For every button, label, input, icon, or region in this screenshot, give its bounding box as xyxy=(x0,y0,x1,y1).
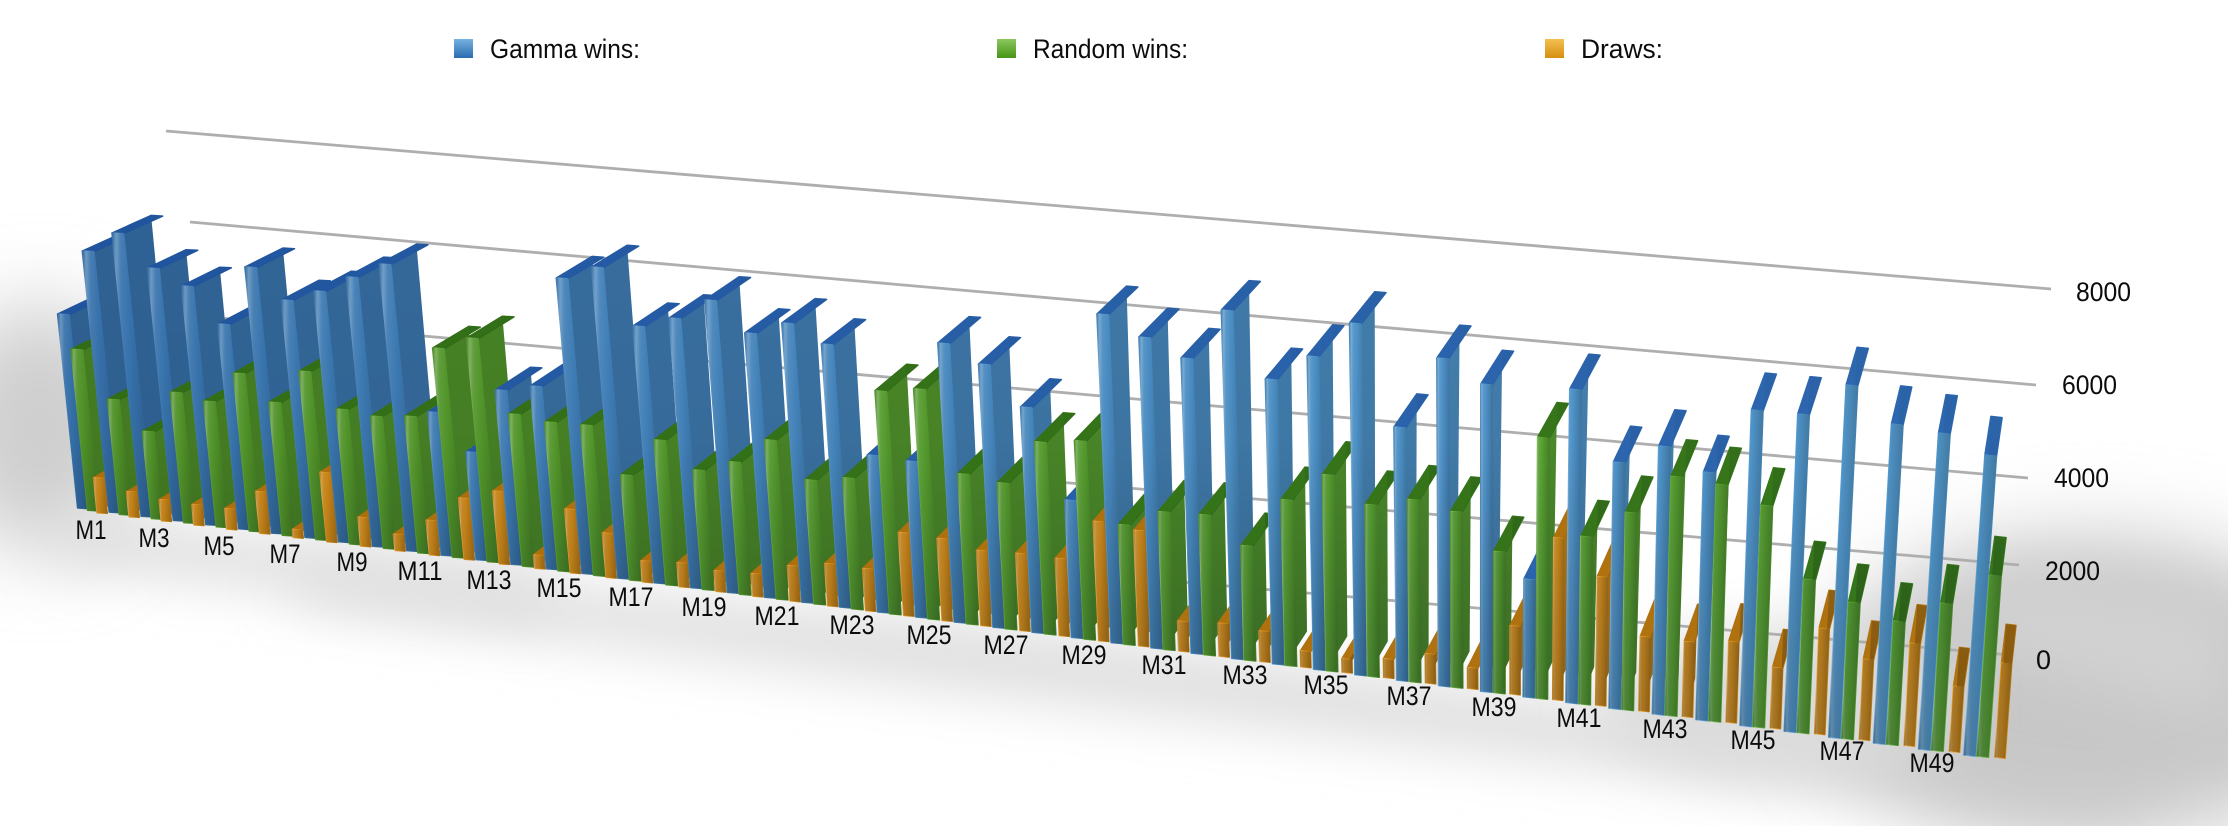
svg-text:M13: M13 xyxy=(467,565,512,595)
svg-text:0: 0 xyxy=(2036,645,2051,675)
svg-text:M31: M31 xyxy=(1142,650,1187,680)
svg-text:M49: M49 xyxy=(1910,748,1955,778)
svg-text:M27: M27 xyxy=(984,630,1029,660)
svg-text:M15: M15 xyxy=(537,573,582,603)
svg-text:M41: M41 xyxy=(1557,703,1602,733)
svg-text:M25: M25 xyxy=(907,620,952,650)
svg-text:M9: M9 xyxy=(337,547,368,577)
svg-text:M17: M17 xyxy=(609,582,654,612)
svg-text:M23: M23 xyxy=(830,610,875,640)
svg-text:M19: M19 xyxy=(682,592,727,622)
svg-text:M45: M45 xyxy=(1731,725,1776,755)
svg-text:M21: M21 xyxy=(755,601,800,631)
svg-text:M39: M39 xyxy=(1472,692,1517,722)
svg-text:M33: M33 xyxy=(1223,660,1268,690)
svg-text:M5: M5 xyxy=(204,531,235,561)
svg-text:M37: M37 xyxy=(1387,681,1432,711)
svg-text:2000: 2000 xyxy=(2045,556,2100,586)
svg-text:M47: M47 xyxy=(1820,736,1865,766)
svg-text:M7: M7 xyxy=(270,539,301,569)
svg-text:M3: M3 xyxy=(139,523,170,553)
svg-text:M43: M43 xyxy=(1643,714,1688,744)
svg-text:8000: 8000 xyxy=(2076,277,2131,307)
svg-text:M29: M29 xyxy=(1062,640,1107,670)
svg-text:Draws:: Draws: xyxy=(1581,34,1663,64)
svg-text:M1: M1 xyxy=(76,515,107,545)
svg-text:Random wins:: Random wins: xyxy=(1033,34,1188,64)
svg-text:4000: 4000 xyxy=(2054,463,2109,493)
svg-text:Gamma wins:: Gamma wins: xyxy=(490,34,640,64)
svg-text:6000: 6000 xyxy=(2062,370,2117,400)
svg-text:M35: M35 xyxy=(1304,670,1349,700)
svg-text:M11: M11 xyxy=(398,556,443,586)
